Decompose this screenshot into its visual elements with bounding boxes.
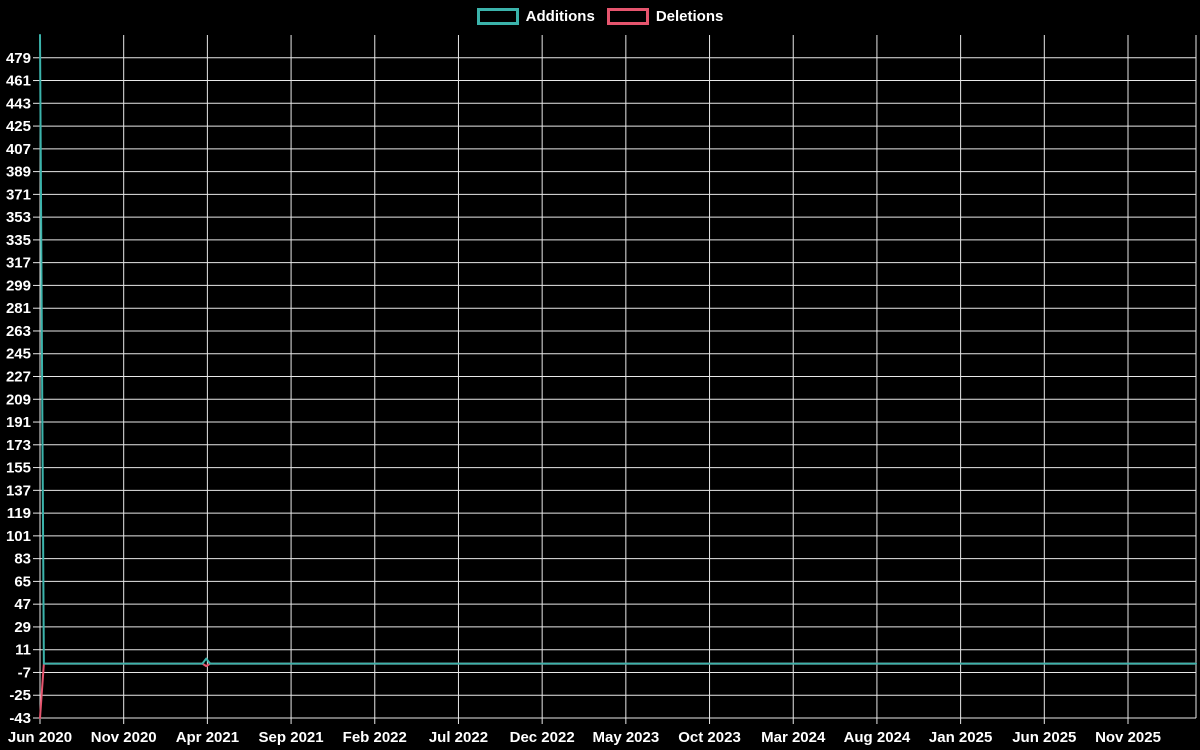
x-axis-tick-label: Nov 2020 — [91, 729, 157, 746]
x-axis-tick-label: Dec 2022 — [510, 729, 575, 746]
x-axis-tick-label: May 2023 — [592, 729, 659, 746]
y-axis-tick-label: 119 — [7, 505, 31, 522]
y-axis-tick-label: 65 — [14, 573, 31, 590]
x-axis-tick-label: Jul 2022 — [429, 729, 488, 746]
x-axis-tick-label: Sep 2021 — [259, 729, 324, 746]
x-axis-tick-label: Jun 2025 — [1012, 729, 1076, 746]
y-axis-tick-label: 173 — [6, 437, 31, 454]
legend-item-additions[interactable]: Additions — [476, 8, 595, 25]
x-axis-tick-label: Aug 2024 — [844, 729, 911, 746]
series-line-deletions — [39, 662, 1197, 719]
x-axis-tick-label: Feb 2022 — [343, 729, 407, 746]
y-axis-tick-label: 47 — [14, 596, 31, 613]
x-axis-tick-label: Apr 2021 — [176, 729, 239, 746]
y-axis-tick-label: 245 — [6, 346, 31, 363]
series-line-additions — [39, 34, 1197, 665]
y-axis-tick-label: 335 — [6, 232, 31, 249]
y-axis-tick-label: 407 — [6, 141, 31, 158]
y-axis-tick-label: 317 — [6, 255, 31, 272]
y-axis-tick-label: 425 — [6, 118, 31, 135]
y-axis-tick-label: 299 — [6, 277, 31, 294]
y-axis-tick-label: 227 — [6, 369, 31, 386]
deletions-swatch-icon — [606, 8, 649, 25]
x-axis-tick-label: Oct 2023 — [678, 729, 741, 746]
x-axis-tick-label: Jan 2025 — [929, 729, 992, 746]
y-axis-tick-label: 263 — [6, 323, 31, 340]
legend-item-deletions[interactable]: Deletions — [606, 8, 724, 25]
y-axis-tick-label: 101 — [6, 528, 31, 545]
y-axis-tick-label: 353 — [6, 209, 31, 226]
y-axis-tick-label: 83 — [14, 551, 31, 568]
x-axis-tick-label: Jun 2020 — [8, 729, 72, 746]
y-axis-tick-label: 479 — [6, 50, 31, 67]
y-axis-tick-label: 461 — [6, 73, 31, 90]
y-axis-tick-label: 155 — [6, 460, 31, 477]
y-axis-tick-label: 209 — [6, 391, 31, 408]
legend-label-deletions: Deletions — [655, 8, 724, 25]
y-axis-tick-label: -7 — [18, 664, 31, 681]
chart-legend: Additions Deletions — [0, 8, 1200, 25]
y-axis-tick-label: 371 — [6, 186, 31, 203]
legend-label-additions: Additions — [525, 8, 595, 25]
y-axis-tick-label: 389 — [6, 164, 31, 181]
y-axis-tick-label: 281 — [6, 300, 31, 317]
x-axis-tick-label: Nov 2025 — [1095, 729, 1161, 746]
y-axis-tick-label: 443 — [6, 95, 31, 112]
y-axis-tick-label: -25 — [9, 687, 31, 704]
y-axis-tick-label: 191 — [6, 414, 31, 431]
additions-swatch-icon — [476, 8, 519, 25]
y-axis-tick-label: 137 — [6, 482, 31, 499]
x-axis-tick-label: Mar 2024 — [761, 729, 826, 746]
y-axis-tick-label: 11 — [15, 642, 31, 659]
y-axis-tick-label: 29 — [14, 619, 31, 636]
y-axis-tick-label: -43 — [9, 710, 31, 727]
